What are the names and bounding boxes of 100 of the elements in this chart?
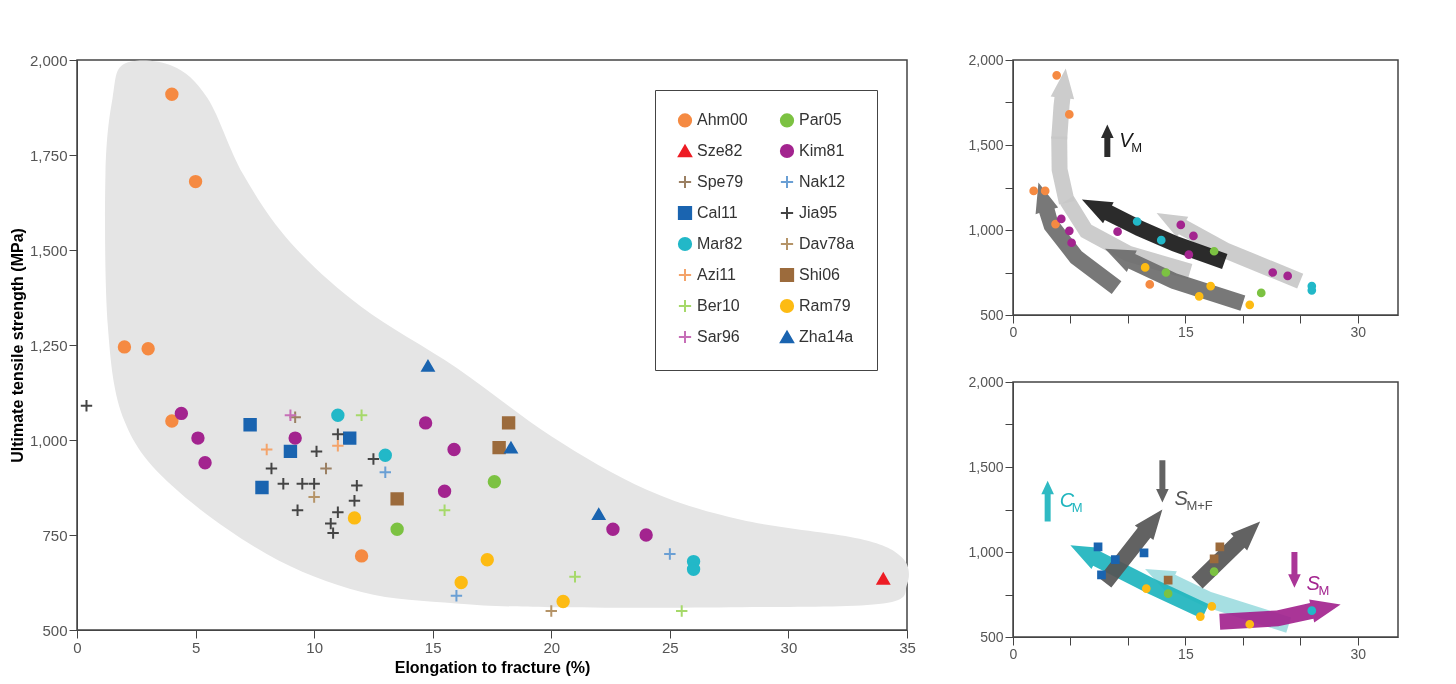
point [1176, 220, 1186, 230]
point [174, 406, 189, 421]
point [288, 431, 302, 445]
point [1156, 235, 1166, 245]
point [331, 505, 345, 519]
point [454, 575, 468, 590]
point [141, 342, 155, 356]
point [347, 494, 362, 508]
legend-label: Ahm00 [697, 111, 748, 129]
point [309, 444, 324, 459]
point [437, 503, 452, 517]
y-tick-label: 500 [980, 306, 1004, 323]
point [1052, 70, 1062, 80]
x-tick-label: 0 [1009, 645, 1018, 662]
point [876, 572, 890, 585]
point [418, 416, 433, 430]
point [1140, 263, 1150, 272]
point [1268, 268, 1278, 277]
x-tick-label: 30 [780, 638, 798, 656]
point [675, 604, 689, 618]
legend-label: Ram79 [799, 297, 851, 314]
point [606, 522, 620, 536]
x-tick-label: 30 [1350, 323, 1367, 340]
point [1145, 280, 1155, 289]
point [378, 448, 392, 462]
legend-label: Zha14a [799, 328, 854, 345]
point [283, 408, 298, 422]
x-tick-label: 15 [424, 638, 442, 656]
point [1110, 555, 1120, 564]
legend-label: Dav78a [799, 235, 855, 252]
point [501, 416, 516, 430]
point [1056, 214, 1066, 224]
point [288, 410, 302, 424]
legend-label: Ber10 [697, 297, 740, 314]
point [568, 570, 582, 584]
x-tick-label: 15 [1178, 323, 1194, 340]
point [1163, 575, 1173, 585]
point [1307, 606, 1317, 615]
point [295, 477, 309, 491]
point [255, 480, 269, 495]
point [1189, 231, 1198, 241]
point [1194, 291, 1204, 301]
point [1209, 567, 1219, 576]
y-axis-title: Ultimate tensile strength (MPa) [8, 228, 26, 463]
point [343, 431, 357, 445]
point [326, 526, 340, 540]
x-tick-label: 30 [1350, 645, 1367, 662]
point [556, 594, 570, 609]
point [390, 492, 404, 506]
point [449, 589, 464, 603]
y-tick-label: 1,000 [968, 543, 1004, 560]
point [1067, 238, 1076, 248]
point [264, 461, 279, 476]
y-tick-label: 1,000 [29, 431, 68, 449]
y-tick-label: 2,000 [968, 51, 1004, 68]
point [350, 478, 364, 493]
legend-label: Spe79 [697, 173, 744, 190]
point [1132, 217, 1142, 226]
point [1245, 619, 1255, 629]
point [188, 174, 203, 189]
legend-label: Nak12 [799, 173, 846, 190]
legend-label: Cal11 [697, 204, 738, 221]
point [354, 549, 369, 563]
point [307, 477, 321, 491]
point [592, 508, 606, 521]
y-tick-label: 1,500 [968, 458, 1004, 475]
x-tick-label: 5 [191, 638, 201, 656]
point [331, 439, 345, 453]
legend-label: Shi06 [799, 266, 841, 283]
legend-label: Kim81 [799, 142, 845, 159]
x-tick-label: 35 [899, 638, 916, 656]
x-tick-label: 20 [543, 638, 561, 656]
point [1245, 300, 1255, 310]
point [1029, 186, 1039, 196]
point [260, 442, 274, 457]
legend-label: Sar96 [697, 328, 740, 345]
y-tick-label: 1,500 [968, 136, 1004, 153]
point [165, 87, 179, 101]
point [1163, 589, 1173, 598]
point [487, 475, 502, 489]
point [447, 442, 461, 457]
point [276, 477, 291, 491]
point [1161, 268, 1171, 277]
point [1209, 554, 1219, 564]
y-tick-label: 500 [42, 621, 68, 639]
y-tick-label: 2,000 [29, 51, 68, 69]
point [1141, 584, 1151, 593]
point [243, 418, 257, 432]
point [1113, 227, 1122, 237]
point [347, 511, 362, 525]
legend-label: Azi11 [697, 266, 736, 283]
point [1206, 281, 1216, 291]
x-tick-label: 10 [306, 638, 323, 656]
point [165, 414, 179, 428]
point [319, 461, 333, 476]
y-tick-label: 1,500 [29, 241, 68, 259]
y-tick-label: 1,750 [29, 146, 68, 164]
point [198, 456, 212, 470]
point [117, 340, 132, 354]
legend-label: Mar82 [697, 235, 743, 252]
